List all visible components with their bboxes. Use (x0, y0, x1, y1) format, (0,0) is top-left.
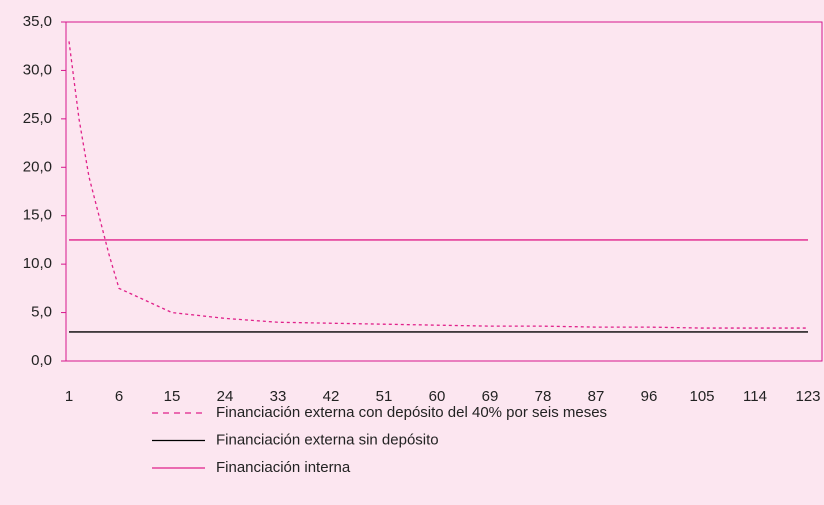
y-tick-label: 10,0 (23, 255, 52, 272)
y-tick-label: 0,0 (31, 352, 52, 369)
y-tick-label: 5,0 (31, 304, 52, 321)
x-tick-label: 105 (689, 388, 714, 405)
x-tick-label: 33 (270, 388, 287, 405)
x-tick-label: 78 (535, 388, 552, 405)
legend-label: Financiación externa sin depósito (216, 431, 439, 448)
x-tick-label: 6 (115, 388, 123, 405)
y-tick-label: 25,0 (23, 110, 52, 127)
x-tick-label: 1 (65, 388, 73, 405)
x-tick-label: 51 (376, 388, 393, 405)
x-tick-label: 15 (164, 388, 181, 405)
x-tick-label: 123 (795, 388, 820, 405)
legend-label: Financiación interna (216, 459, 351, 476)
x-tick-label: 24 (217, 388, 234, 405)
y-tick-label: 15,0 (23, 207, 52, 224)
legend-label: Financiación externa con depósito del 40… (216, 404, 607, 421)
x-tick-label: 96 (641, 388, 658, 405)
x-tick-label: 114 (743, 388, 767, 405)
x-tick-label: 87 (588, 388, 605, 405)
x-tick-label: 42 (323, 388, 340, 405)
y-tick-label: 35,0 (23, 13, 52, 30)
y-tick-label: 20,0 (23, 158, 52, 175)
y-tick-label: 30,0 (23, 61, 52, 78)
series-line (68, 41, 808, 329)
plot-frame (65, 21, 823, 362)
x-tick-label: 60 (429, 388, 446, 405)
x-tick-label: 69 (482, 388, 499, 405)
